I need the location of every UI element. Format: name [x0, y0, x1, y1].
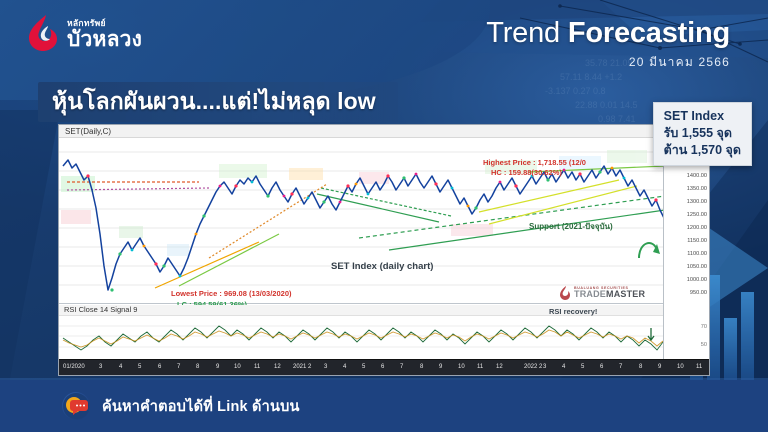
footer-bar: ค้นหาคำตอบได้ที่ Link ด้านบน: [0, 380, 768, 432]
headline-banner: หุ้นโลกผันผวน....แต่!ไม่หลุด low: [38, 82, 398, 123]
x-tick: 8: [420, 364, 424, 370]
y-tick: 1000.00: [686, 277, 707, 283]
chart-window[interactable]: SET(Daily,C): [58, 124, 710, 376]
x-tick: 01/2020: [63, 364, 85, 370]
x-tick: 7: [400, 364, 404, 370]
bualuang-logo: หลักทรัพย์ บัวหลวง: [26, 14, 142, 52]
watermark-title: TRADEMASTER: [574, 290, 645, 299]
y-tick: 1150.00: [687, 238, 707, 244]
x-tick: 11: [477, 364, 484, 370]
chart-window-titlebar: SET(Daily,C): [59, 125, 709, 138]
rsi-pane-titlebar: RSI Close 14 Signal 9: [59, 305, 709, 316]
x-tick: 7: [177, 364, 181, 370]
y-tick: 1200.00: [686, 225, 707, 231]
x-tick: 4: [343, 364, 347, 370]
rsi-recovery-annotation: RSI recovery!: [549, 307, 598, 316]
x-tick: 9: [658, 364, 662, 370]
x-tick: 5: [138, 364, 142, 370]
x-tick: 4: [119, 364, 123, 370]
x-tick: 8: [639, 364, 643, 370]
callout-line-title: SET Index: [663, 109, 725, 123]
rsi-chart-pane[interactable]: RSI Close 14 Signal 9 RSI recovery!: [59, 305, 709, 357]
y-tick: 1100.00: [687, 251, 707, 257]
chart-label-annotation: SET Index (daily chart): [331, 261, 434, 272]
x-tick: 10: [234, 364, 241, 370]
x-tick: 6: [600, 364, 604, 370]
price-y-axis: 1561.67 0.00% 1450.00 1400.00 1350.00 13…: [663, 138, 709, 359]
svg-text:57.11 8.44 +1.2: 57.11 8.44 +1.2: [560, 72, 622, 82]
svg-text:0.98 7.41: 0.98 7.41: [598, 114, 636, 124]
title-word-forecasting: Forecasting: [567, 17, 730, 49]
x-tick: 11: [254, 364, 261, 370]
price-chart-svg: [59, 150, 666, 292]
rsi-y-tick-70: 70: [700, 324, 707, 330]
x-tick: 4: [562, 364, 566, 370]
rsi-y-tick-50: 50: [700, 342, 707, 348]
logo-subtitle: หลักทรัพย์: [67, 18, 106, 29]
logo-title: บัวหลวง: [67, 27, 143, 51]
y-tick: 1300.00: [686, 199, 707, 205]
callout-line-support: รับ 1,555 จุด: [663, 125, 732, 140]
page-title: Trend Forecasting: [486, 18, 730, 48]
rsi-chart-svg: [59, 325, 665, 351]
y-tick: 1350.00: [686, 186, 707, 192]
x-tick: 3: [543, 364, 547, 370]
price-chart-pane[interactable]: Lowest Price : 969.08 (13/03/2020) LC : …: [59, 138, 709, 309]
y-tick: 1250.00: [686, 212, 707, 218]
watermark-master: MASTER: [606, 289, 646, 300]
callout-line-resistance: ต้าน 1,570 จุด: [663, 142, 741, 157]
chat-bubble-icon: [62, 392, 90, 420]
lc-annotation: LC : 594.59(61.36%): [177, 300, 247, 309]
x-tick: 2022 2: [524, 364, 543, 370]
x-tick: 7: [619, 364, 623, 370]
x-tick: 10: [458, 364, 465, 370]
bualuang-flame-logo-icon: [26, 14, 60, 52]
support-annotation: Support (2021-ปัจจุบัน): [529, 222, 613, 231]
hc-annotation: HC : 159.88(30.62%): [491, 168, 562, 177]
x-tick: 3: [99, 364, 103, 370]
y-tick: 1400.00: [686, 173, 707, 179]
headline-text: หุ้นโลกผันผวน....แต่!ไม่หลุด low: [52, 88, 376, 114]
x-tick: 5: [362, 364, 366, 370]
trademaster-watermark: BUALUANG SECURITIES TRADEMASTER: [559, 286, 645, 300]
trademaster-flame-icon: [560, 286, 570, 300]
y-tick: 950.00: [689, 290, 707, 296]
x-tick: 10: [677, 364, 684, 370]
lowest-price-annotation: Lowest Price : 969.08 (13/03/2020): [171, 289, 292, 298]
x-tick: 12: [496, 364, 503, 370]
y-tick: 1050.00: [686, 264, 707, 270]
x-tick: 3: [324, 364, 328, 370]
x-tick: 6: [158, 364, 162, 370]
footer-text: ค้นหาคำตอบได้ที่ Link ด้านบน: [102, 398, 300, 415]
x-tick: 5: [581, 364, 585, 370]
header-title-block: Trend Forecasting 20 มีนาคม 2566: [486, 18, 730, 72]
x-tick: 9: [216, 364, 220, 370]
time-axis: 01/2020 3 4 5 6 7 8 9 10 11 12 2021 2 3 …: [59, 359, 709, 375]
title-word-trend: Trend: [486, 17, 560, 49]
x-tick: 12: [274, 364, 281, 370]
header-date: 20 มีนาคม 2566: [628, 55, 730, 70]
x-tick: 2021 2: [293, 364, 312, 370]
x-tick: 11: [696, 364, 703, 370]
highest-price-annotation: Highest Price : 1,718.55 (12/0: [483, 158, 586, 167]
svg-text:35.78 21.09: 35.78 21.09: [585, 58, 633, 68]
x-tick: 6: [381, 364, 385, 370]
watermark-subtitle: BUALUANG SECURITIES: [574, 285, 629, 290]
watermark-trade: TRADE: [574, 289, 606, 300]
x-tick: 9: [439, 364, 443, 370]
x-tick: 8: [196, 364, 200, 370]
svg-text:22.88 0.01 14.5: 22.88 0.01 14.5: [575, 100, 638, 110]
svg-text:-3.137 0.27 0.8: -3.137 0.27 0.8: [545, 86, 606, 96]
set-index-callout: SET Index รับ 1,555 จุด ต้าน 1,570 จุด: [652, 102, 752, 166]
